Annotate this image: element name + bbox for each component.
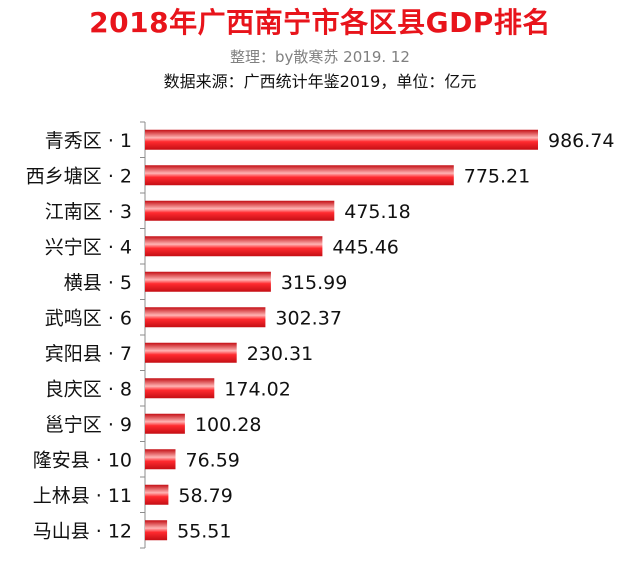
bar-value-label: 775.21 xyxy=(464,165,530,187)
category-tick-label: 宾阳县 · 7 xyxy=(45,343,132,365)
category-tick-label: 横县 · 5 xyxy=(64,272,132,294)
bar-value-label: 475.18 xyxy=(344,201,410,223)
bar-value-label: 315.99 xyxy=(281,272,347,294)
bar xyxy=(145,413,185,434)
bar xyxy=(145,449,176,470)
category-tick-label: 江南区 · 3 xyxy=(45,201,132,223)
bar-value-label: 76.59 xyxy=(186,449,240,471)
bar xyxy=(145,236,323,257)
bar-value-label: 55.51 xyxy=(177,520,231,542)
category-tick-label: 武鸣区 · 6 xyxy=(45,307,132,329)
bar-value-label: 230.31 xyxy=(247,343,313,365)
bar xyxy=(145,520,168,541)
bar-value-label: 100.28 xyxy=(195,414,261,436)
bar xyxy=(145,165,454,186)
bar xyxy=(145,307,266,328)
bar xyxy=(145,484,169,505)
category-tick-label: 西乡塘区 · 2 xyxy=(26,165,132,187)
bar xyxy=(145,342,237,363)
bar xyxy=(145,271,271,292)
bar-value-label: 986.74 xyxy=(548,130,614,152)
category-tick-label: 青秀区 · 1 xyxy=(45,130,132,152)
bar-value-label: 302.37 xyxy=(275,307,341,329)
bar xyxy=(145,200,335,221)
chart-subtitle: 整理：by散寒苏 2019. 12 xyxy=(230,48,410,66)
category-tick-label: 兴宁区 · 4 xyxy=(45,236,132,258)
chart-source-note: 数据来源：广西统计年鉴2019，单位：亿元 xyxy=(163,72,477,91)
category-tick-label: 邕宁区 · 9 xyxy=(45,414,132,436)
bar xyxy=(145,378,215,399)
chart-title: 2018年广西南宁市各区县GDP排名 xyxy=(89,6,551,39)
bar-value-label: 174.02 xyxy=(224,378,290,400)
category-tick-label: 马山县 · 12 xyxy=(33,520,132,542)
category-tick-label: 隆安县 · 10 xyxy=(33,449,132,471)
bar-value-label: 445.46 xyxy=(332,236,398,258)
category-tick-label: 良庆区 · 8 xyxy=(45,378,132,400)
bar-value-label: 58.79 xyxy=(178,485,232,507)
bar xyxy=(145,129,538,150)
category-tick-label: 上林县 · 11 xyxy=(33,485,132,507)
